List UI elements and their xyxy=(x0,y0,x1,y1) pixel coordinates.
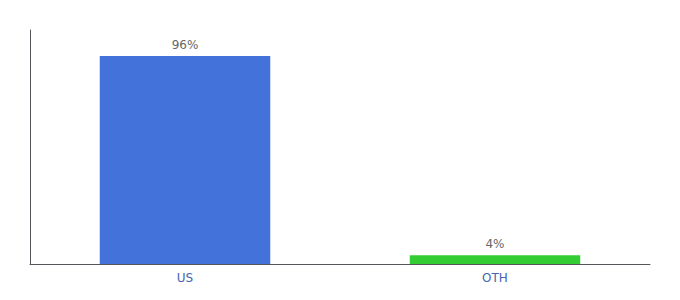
svg-text:4%: 4% xyxy=(485,237,504,251)
svg-text:96%: 96% xyxy=(172,38,199,52)
svg-text:OTH: OTH xyxy=(482,271,508,285)
svg-text:US: US xyxy=(177,271,193,285)
